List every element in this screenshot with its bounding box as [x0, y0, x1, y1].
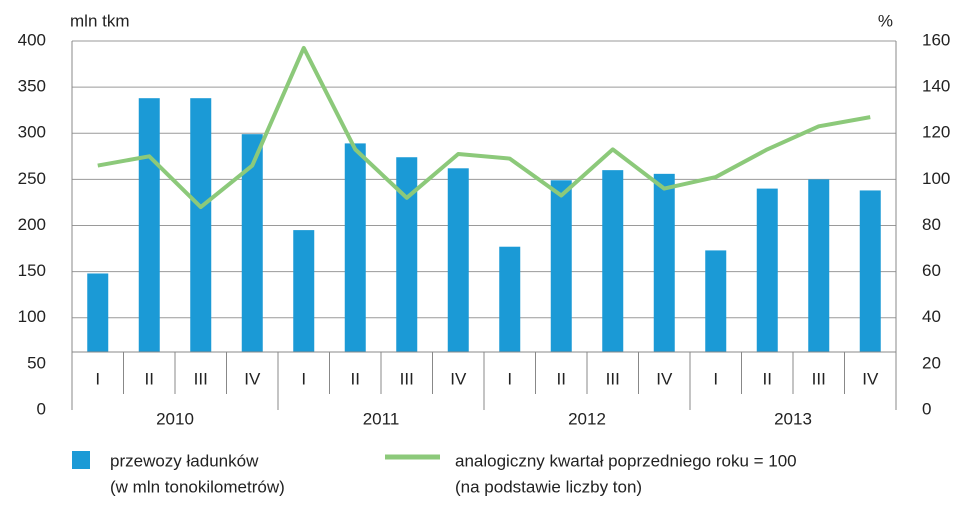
- group-label: 2010: [156, 409, 194, 428]
- legend-label: analogiczny kwartał poprzedniego roku = …: [455, 451, 797, 470]
- y2-tick-label: 40: [922, 307, 941, 326]
- y2-tick-label: 60: [922, 261, 941, 280]
- x-tick-label: III: [812, 369, 826, 388]
- y-tick-label: 200: [18, 215, 46, 234]
- y-tick-label: 0: [37, 399, 46, 418]
- legend-label: (na podstawie liczby ton): [455, 477, 642, 496]
- legend-label: przewozy ładunków: [110, 451, 259, 470]
- bar: [396, 157, 418, 410]
- y2-tick-label: 140: [922, 77, 950, 96]
- legend-label: (w mln tonokilometrów): [110, 477, 285, 496]
- x-tick-label: II: [763, 369, 772, 388]
- group-label: 2012: [568, 409, 606, 428]
- x-tick-label: I: [507, 369, 512, 388]
- x-tick-label: I: [301, 369, 306, 388]
- x-tick-label: II: [557, 369, 566, 388]
- y2-axis-label: %: [878, 11, 893, 30]
- x-tick-label: II: [351, 369, 360, 388]
- x-tick-label: I: [713, 369, 718, 388]
- y-tick-label: 300: [18, 123, 46, 142]
- y2-tick-label: 120: [922, 123, 950, 142]
- y2-tick-label: 160: [922, 30, 950, 49]
- x-tick-label: II: [145, 369, 154, 388]
- bar: [241, 134, 263, 411]
- y2-tick-label: 80: [922, 215, 941, 234]
- x-tick-label: IV: [862, 369, 879, 388]
- group-label: 2011: [363, 409, 400, 428]
- x-tick-label: III: [606, 369, 620, 388]
- y2-tick-label: 0: [922, 399, 931, 418]
- bar: [447, 168, 469, 410]
- y-tick-label: 400: [18, 30, 46, 49]
- y-tick-label: 150: [18, 261, 46, 280]
- x-tick-label: IV: [244, 369, 261, 388]
- y-tick-label: 50: [27, 353, 46, 372]
- y-axis-label: mln tkm: [70, 11, 130, 30]
- x-tick-label: III: [194, 369, 208, 388]
- group-label: 2013: [774, 409, 812, 428]
- bar: [138, 98, 160, 410]
- x-tick-label: IV: [450, 369, 467, 388]
- x-tick-label: IV: [656, 369, 673, 388]
- y-tick-label: 100: [18, 307, 46, 326]
- line: [97, 45, 871, 210]
- bar: [190, 98, 212, 410]
- y2-tick-label: 100: [922, 169, 950, 188]
- bar: [653, 173, 675, 410]
- y-tick-label: 350: [18, 77, 46, 96]
- y-tick-label: 250: [18, 169, 46, 188]
- x-tick-label: I: [95, 369, 100, 388]
- bar: [344, 143, 366, 410]
- y2-tick-label: 20: [922, 353, 941, 372]
- bar: [602, 170, 624, 410]
- legend-swatch: [72, 451, 90, 469]
- x-tick-label: III: [400, 369, 414, 388]
